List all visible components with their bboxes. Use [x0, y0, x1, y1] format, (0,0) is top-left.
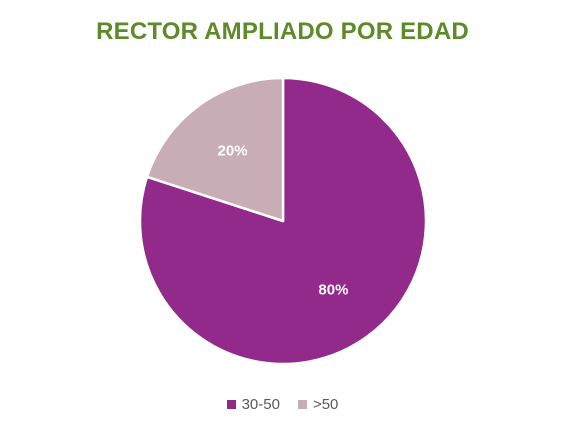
legend-swatch-30-50	[226, 400, 236, 409]
legend-swatch-over-50	[297, 400, 307, 409]
data-label-over-50: 20%	[218, 143, 248, 160]
legend-label-over-50: >50	[312, 396, 339, 413]
legend: 30-50 >50	[0, 396, 565, 413]
legend-item-30-50[interactable]: 30-50	[226, 396, 280, 413]
data-label-30-50: 80%	[318, 281, 348, 298]
pie-slice-over-50[interactable]	[145, 76, 285, 223]
chart-title: RECTOR AMPLIADO POR EDAD	[96, 18, 469, 45]
legend-item-over-50[interactable]: >50	[297, 396, 339, 413]
legend-label-30-50: 30-50	[241, 396, 280, 413]
